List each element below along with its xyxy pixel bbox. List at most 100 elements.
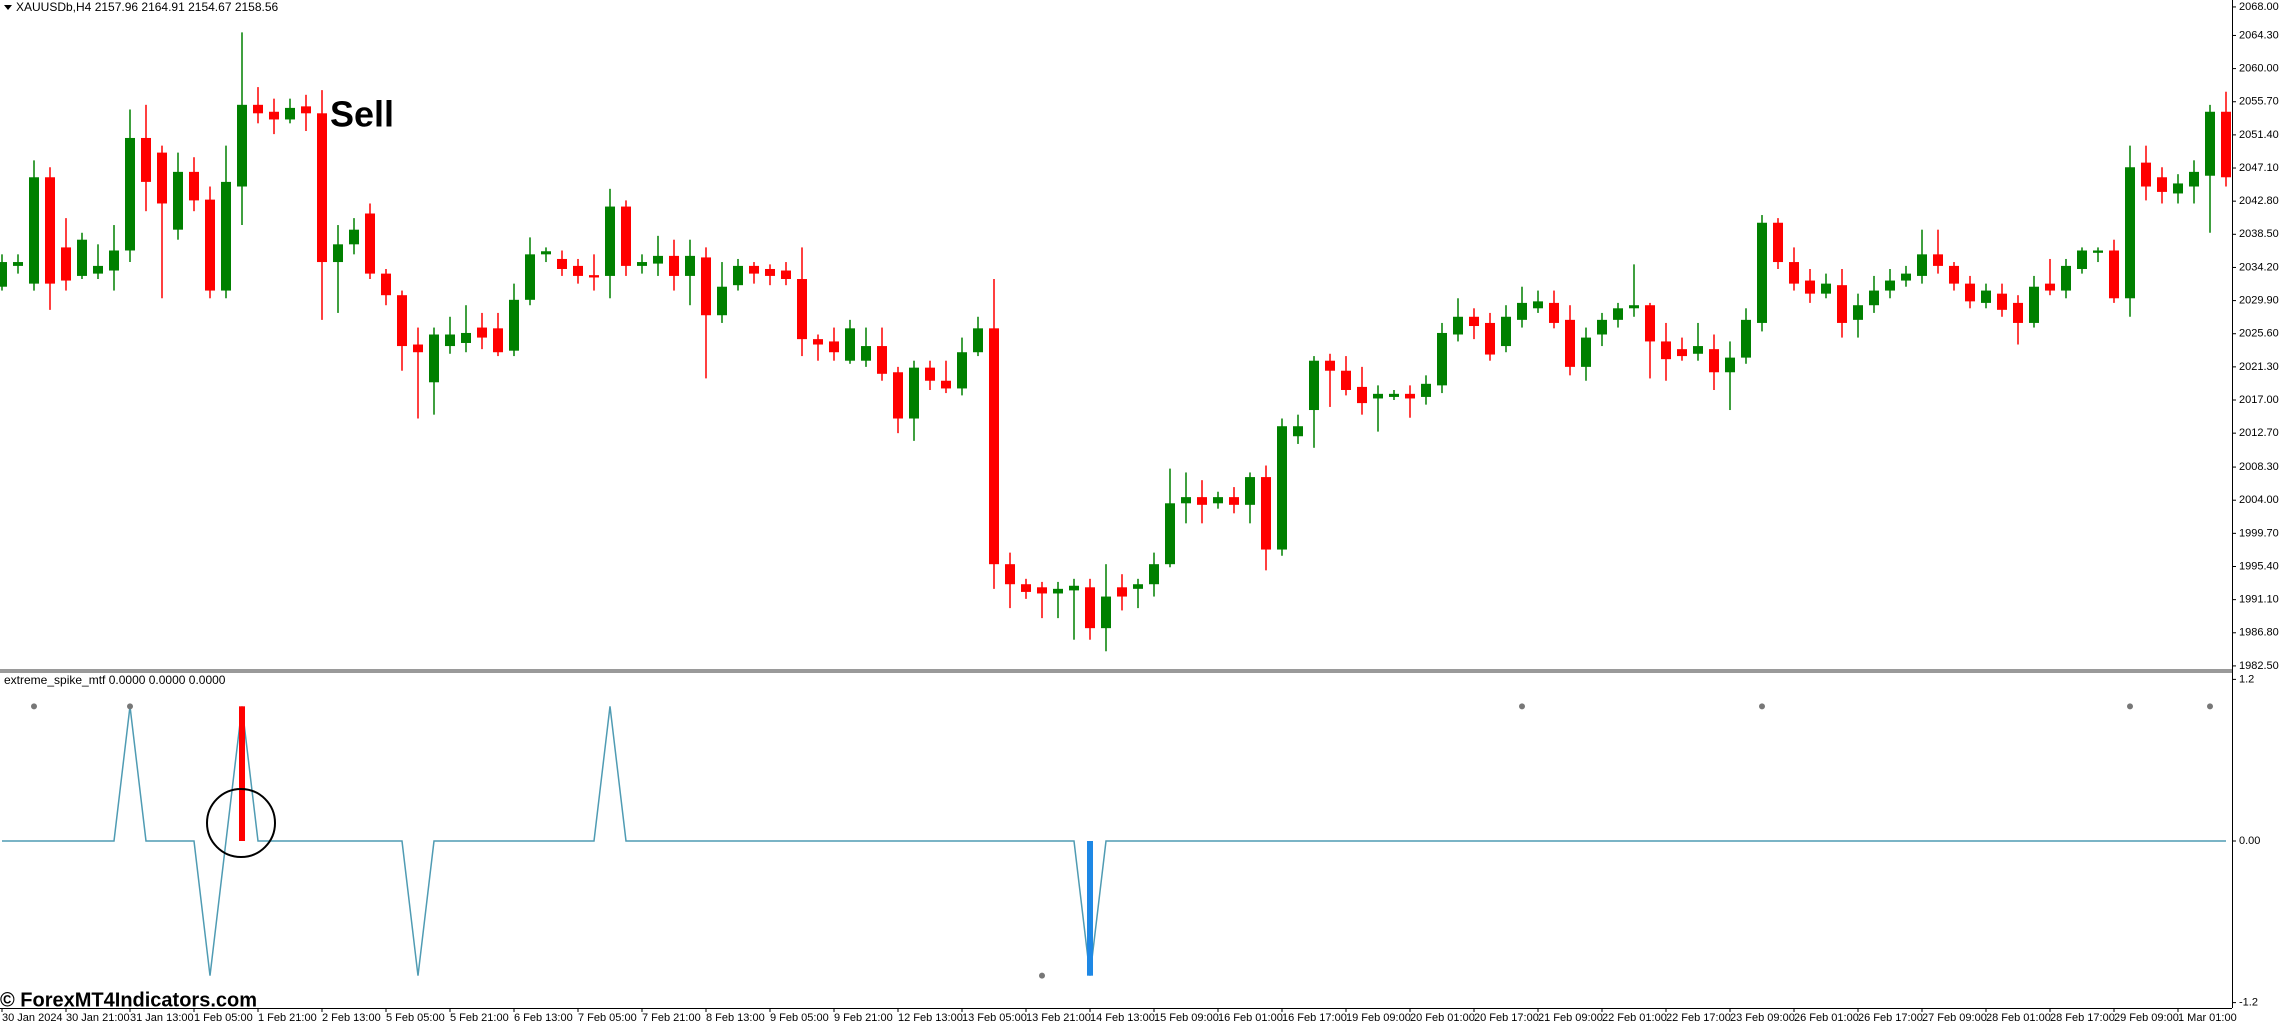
candle-body <box>189 171 199 201</box>
sell-annotation: Sell <box>330 94 394 135</box>
candle-body <box>605 206 615 276</box>
candle-body <box>1293 426 1303 437</box>
x-tick-label: 28 Feb 17:00 <box>2050 1012 2115 1024</box>
indicator-dot <box>2207 703 2213 710</box>
candle-body <box>557 258 567 269</box>
candle-body <box>381 273 391 296</box>
candle-body <box>1501 316 1511 347</box>
indicator-dot <box>1039 972 1045 979</box>
candle-body <box>701 257 711 316</box>
x-tick-label: 2 Feb 13:00 <box>322 1012 381 1024</box>
candle-body <box>621 206 631 266</box>
candle-body <box>2109 250 2119 299</box>
candle-body <box>1629 305 1639 309</box>
x-tick-label: 1 Feb 21:00 <box>258 1012 317 1024</box>
candle-body <box>157 152 167 204</box>
y-tick-label: 2047.10 <box>2239 162 2279 174</box>
y-tick-label: 2068.00 <box>2239 1 2279 13</box>
candle-body <box>957 352 967 389</box>
x-tick-label: 23 Feb 09:00 <box>1730 1012 1795 1024</box>
x-tick-label: 5 Feb 05:00 <box>386 1012 445 1024</box>
x-tick-label: 12 Feb 13:00 <box>898 1012 963 1024</box>
candle-body <box>1645 305 1655 342</box>
candle-body <box>1725 357 1735 373</box>
candle-body <box>1965 283 1975 302</box>
x-tick-label: 27 Feb 09:00 <box>1922 1012 1987 1024</box>
candle-body <box>717 286 727 316</box>
candle-body <box>509 299 519 351</box>
x-tick-label: 30 Jan 2024 <box>2 1012 63 1024</box>
candle-body <box>2029 286 2039 323</box>
candle-body <box>1853 305 1863 320</box>
watermark: © ForexMT4Indicators.com <box>0 989 257 1011</box>
candle-body <box>61 247 71 281</box>
candle-body <box>221 181 231 291</box>
candle-body <box>813 339 823 345</box>
candle-body <box>877 346 887 374</box>
candle-body <box>1197 497 1207 505</box>
candle-body <box>1229 497 1239 505</box>
candle-body <box>1117 587 1127 597</box>
candle-body <box>989 328 999 565</box>
panel-separator <box>0 669 2232 673</box>
indicator-dot <box>2127 703 2133 710</box>
candle-body <box>1085 587 1095 629</box>
candle-body <box>1373 393 1383 399</box>
y-tick-label: 2012.70 <box>2239 427 2279 439</box>
x-tick-label: 20 Feb 17:00 <box>1474 1012 1539 1024</box>
y-tick-label: 1995.40 <box>2239 560 2279 572</box>
candle-body <box>973 328 983 353</box>
indicator-dot <box>1759 703 1765 710</box>
candle-body <box>925 367 935 381</box>
indicator-dot <box>31 703 37 710</box>
candle-body <box>125 137 135 251</box>
indicator-y-tick-label: 1.2 <box>2239 673 2254 685</box>
candle-body <box>173 171 183 230</box>
y-tick-label: 1986.80 <box>2239 627 2279 639</box>
candle-body <box>1949 265 1959 284</box>
y-tick-label: 2029.90 <box>2239 294 2279 306</box>
candle-body <box>1933 254 1943 266</box>
candle-body <box>1549 302 1559 323</box>
candle-body <box>77 239 87 276</box>
candle-body <box>429 334 439 383</box>
candle-body <box>573 265 583 276</box>
candle-body <box>445 334 455 347</box>
candle-body <box>1997 293 2007 310</box>
candle-body <box>1405 393 1415 399</box>
candle-body <box>1357 386 1367 404</box>
x-tick-label: 26 Feb 01:00 <box>1794 1012 1859 1024</box>
x-tick-label: 30 Jan 21:00 <box>66 1012 130 1024</box>
candle-body <box>797 279 807 340</box>
candle-body <box>493 328 503 353</box>
x-tick-label: 22 Feb 17:00 <box>1666 1012 1731 1024</box>
candle-body <box>1805 280 1815 294</box>
candle-body <box>1133 584 1143 589</box>
candle-body <box>1581 337 1591 367</box>
candle-body <box>1917 254 1927 276</box>
x-tick-label: 5 Feb 21:00 <box>450 1012 509 1024</box>
candle-body <box>269 111 279 120</box>
candle-body <box>1213 497 1223 504</box>
x-tick-label: 15 Feb 09:00 <box>1154 1012 1219 1024</box>
x-tick-label: 13 Feb 21:00 <box>1026 1012 1091 1024</box>
candle-body <box>1533 301 1543 309</box>
candle-body <box>1469 316 1479 327</box>
candle-body <box>205 199 215 291</box>
candle-body <box>2061 265 2071 291</box>
y-tick-label: 2060.00 <box>2239 63 2279 75</box>
y-tick-label: 1991.10 <box>2239 594 2279 606</box>
candle-body <box>1677 349 1687 357</box>
candle-body <box>1565 319 1575 367</box>
candle-body <box>141 137 151 182</box>
candle-body <box>2189 171 2199 187</box>
candle-body <box>2173 183 2183 194</box>
candle-body <box>109 250 119 271</box>
candle-body <box>1901 273 1911 281</box>
x-tick-label: 7 Feb 21:00 <box>642 1012 701 1024</box>
candle-body <box>685 255 695 276</box>
candle-body <box>653 255 663 264</box>
y-tick-label: 2042.80 <box>2239 195 2279 207</box>
